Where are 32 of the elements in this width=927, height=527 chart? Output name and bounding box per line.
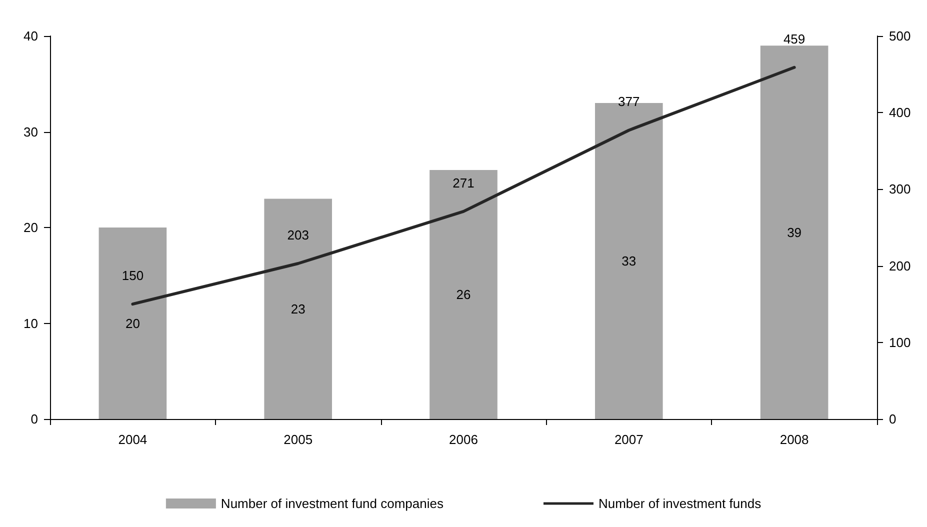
- x-tick-label: 2007: [614, 432, 644, 447]
- bar: [430, 170, 498, 419]
- bar: [264, 198, 332, 419]
- bar: [98, 228, 167, 419]
- y-tick-label: 40: [24, 28, 38, 44]
- y-tick-label: 0: [30, 412, 38, 426]
- data-label: 33: [622, 254, 636, 269]
- data-label: 150: [122, 268, 144, 284]
- data-label: 20: [125, 316, 140, 331]
- y2-tick-label: 100: [889, 334, 911, 350]
- legend-label: Number of investment fund companies: [220, 496, 444, 511]
- x-tick-label: 2006: [449, 432, 478, 447]
- data-label: 39: [787, 224, 802, 240]
- x-tick-label: 2008: [780, 432, 809, 447]
- data-label: 459: [783, 31, 806, 46]
- data-label: 377: [618, 94, 640, 110]
- data-label: 203: [287, 228, 309, 242]
- x-tick-label: 2005: [284, 432, 313, 447]
- y2-tick-label: 500: [889, 28, 911, 44]
- y-tick-label: 30: [24, 124, 38, 140]
- y-tick-label: 10: [24, 316, 38, 331]
- bar: [760, 46, 828, 419]
- y2-tick-label: 200: [889, 258, 911, 274]
- y2-tick-label: 0: [889, 412, 896, 426]
- x-tick-label: 2004: [118, 432, 148, 447]
- legend-label: Number of investment funds: [598, 496, 762, 511]
- data-label: 271: [452, 175, 474, 190]
- y2-tick-label: 400: [889, 105, 911, 120]
- data-label: 23: [290, 301, 306, 316]
- y-tick-label: 20: [24, 220, 38, 235]
- y2-tick-label: 300: [889, 182, 911, 197]
- data-label: 26: [456, 287, 471, 302]
